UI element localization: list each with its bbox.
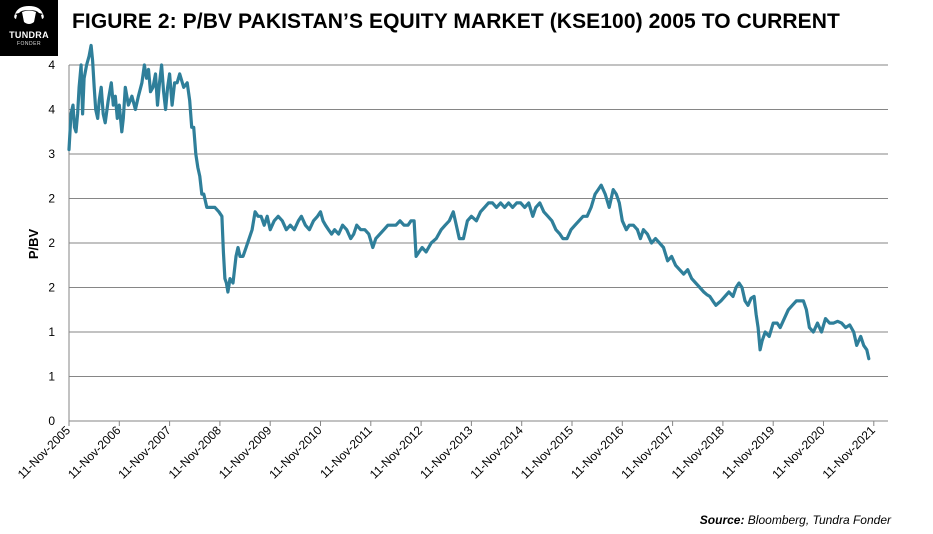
gridlines (69, 64, 888, 377)
source-note: Source: Bloomberg, Tundra Fonder (700, 513, 891, 527)
source-text: Bloomberg, Tundra Fonder (744, 513, 891, 527)
x-tick-label: 11-Nov-2012 (367, 423, 426, 482)
series-line-1 (67, 43, 639, 294)
x-axis-ticks: 11-Nov-200511-Nov-200611-Nov-200711-Nov-… (15, 421, 878, 482)
y-axis-ticks: 0 1 1 2 2 2 3 4 4 (48, 58, 55, 428)
x-tick-label: 11-Nov-2017 (618, 423, 677, 482)
x-tick-label: 11-Nov-2009 (216, 423, 275, 482)
y-tick-label: 2 (48, 192, 55, 206)
x-tick-label: 11-Nov-2007 (115, 423, 174, 482)
x-tick-label: 11-Nov-2020 (769, 423, 828, 482)
musk-ox-icon (14, 6, 44, 24)
x-tick-label: 11-Nov-2015 (518, 423, 577, 482)
x-tick-label: 11-Nov-2016 (568, 423, 627, 482)
x-tick-label: 11-Nov-2021 (820, 423, 879, 482)
x-tick-label: 11-Nov-2013 (417, 423, 476, 482)
series-line-2 (635, 228, 871, 361)
x-tick-label: 11-Nov-2018 (669, 423, 728, 482)
x-tick-label: 11-Nov-2006 (65, 423, 124, 482)
source-label: Source: (699, 513, 745, 527)
series-group (67, 43, 871, 361)
figure-title: FIGURE 2: P/BV PAKISTAN’S EQUITY MARKET … (72, 10, 840, 33)
x-tick-label: 11-Nov-2014 (467, 423, 526, 482)
logo-text: TUNDRA (9, 30, 49, 40)
y-axis-label: P/BV (26, 229, 41, 260)
y-tick-label: 3 (48, 147, 55, 161)
x-tick-label: 11-Nov-2010 (266, 423, 325, 482)
y-tick-label: 2 (48, 281, 55, 295)
y-tick-label: 1 (48, 370, 55, 384)
x-tick-label: 11-Nov-2019 (719, 423, 778, 482)
x-tick-label: 11-Nov-2005 (15, 423, 74, 482)
x-tick-label: 11-Nov-2008 (166, 423, 225, 482)
y-tick-label: 0 (48, 414, 55, 428)
y-tick-label: 1 (48, 325, 55, 339)
tundra-logo: TUNDRA FONDER (0, 0, 58, 56)
y-tick-label: 2 (48, 236, 55, 250)
y-tick-label: 4 (48, 103, 55, 117)
y-tick-label: 4 (48, 58, 55, 72)
logo-subtext: FONDER (16, 41, 42, 47)
